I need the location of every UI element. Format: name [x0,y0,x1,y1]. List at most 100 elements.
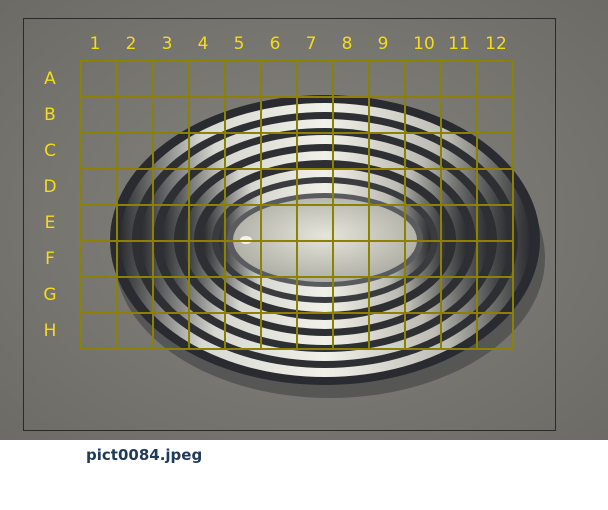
grid-cell[interactable] [152,240,188,276]
grid-cell[interactable] [80,204,116,240]
grid-cell[interactable] [260,96,296,132]
grid-cell[interactable] [404,204,440,240]
grid-cell[interactable] [260,132,296,168]
grid-cell[interactable] [440,240,476,276]
grid-cell[interactable] [188,276,224,312]
grid-cell[interactable] [152,312,188,348]
grid-cell[interactable] [368,168,404,204]
grid-cell[interactable] [404,276,440,312]
grid-cell[interactable] [224,96,260,132]
grid-cell[interactable] [152,276,188,312]
grid-cell[interactable] [440,312,476,348]
grid-cell[interactable] [476,168,512,204]
grid-cell[interactable] [476,60,512,96]
grid-cell[interactable] [296,60,332,96]
grid-cell[interactable] [224,60,260,96]
grid-cell[interactable] [188,240,224,276]
grid-cell[interactable] [116,276,152,312]
grid-cell[interactable] [116,132,152,168]
grid-cell[interactable] [116,60,152,96]
grid-cell[interactable] [224,312,260,348]
grid-cell[interactable] [260,168,296,204]
grid-cell[interactable] [116,312,152,348]
grid-cell[interactable] [152,168,188,204]
grid-cell[interactable] [260,240,296,276]
grid-cell[interactable] [332,168,368,204]
grid-cell[interactable] [188,132,224,168]
grid-cell[interactable] [332,60,368,96]
grid-cell[interactable] [296,168,332,204]
grid-cell[interactable] [260,312,296,348]
grid-cell[interactable] [476,132,512,168]
grid-cell[interactable] [224,276,260,312]
grid-cell[interactable] [296,312,332,348]
grid-cell[interactable] [476,96,512,132]
grid-cell[interactable] [80,276,116,312]
grid-cell[interactable] [188,96,224,132]
grid-cell[interactable] [188,60,224,96]
grid-cell[interactable] [80,168,116,204]
grid-cell[interactable] [368,240,404,276]
grid-cell[interactable] [152,96,188,132]
grid-cell[interactable] [332,312,368,348]
grid-cell[interactable] [260,204,296,240]
grid-cell[interactable] [368,132,404,168]
grid-cell[interactable] [476,240,512,276]
column-label: 8 [341,34,353,54]
grid-cell[interactable] [476,204,512,240]
grid-cell[interactable] [404,96,440,132]
grid-cell[interactable] [404,60,440,96]
grid-cell[interactable] [440,60,476,96]
column-label: 6 [269,34,281,54]
grid-cell[interactable] [152,132,188,168]
grid-cell[interactable] [368,312,404,348]
well-grid[interactable] [80,60,514,350]
grid-cell[interactable] [404,240,440,276]
grid-cell[interactable] [80,96,116,132]
grid-cell[interactable] [296,276,332,312]
grid-cell[interactable] [80,240,116,276]
grid-cell[interactable] [116,240,152,276]
grid-cell[interactable] [188,168,224,204]
grid-cell[interactable] [152,60,188,96]
grid-cell[interactable] [224,204,260,240]
image-filename[interactable]: pict0084.jpeg [86,446,203,464]
grid-cell[interactable] [332,276,368,312]
grid-cell[interactable] [404,312,440,348]
grid-cell[interactable] [80,132,116,168]
grid-cell[interactable] [296,240,332,276]
grid-cell[interactable] [440,168,476,204]
grid-cell[interactable] [368,276,404,312]
grid-cell[interactable] [188,204,224,240]
grid-cell[interactable] [296,204,332,240]
grid-cell[interactable] [152,204,188,240]
grid-cell[interactable] [404,132,440,168]
grid-cell[interactable] [296,96,332,132]
grid-cell[interactable] [368,96,404,132]
grid-cell[interactable] [260,60,296,96]
grid-cell[interactable] [224,132,260,168]
grid-cell[interactable] [332,240,368,276]
grid-cell[interactable] [476,312,512,348]
grid-cell[interactable] [116,204,152,240]
grid-cell[interactable] [332,96,368,132]
grid-cell[interactable] [368,204,404,240]
grid-cell[interactable] [296,132,332,168]
grid-cell[interactable] [332,132,368,168]
grid-cell[interactable] [188,312,224,348]
grid-cell[interactable] [404,168,440,204]
grid-cell[interactable] [260,276,296,312]
grid-cell[interactable] [80,60,116,96]
grid-cell[interactable] [440,276,476,312]
grid-cell[interactable] [440,204,476,240]
grid-cell[interactable] [440,132,476,168]
grid-cell[interactable] [368,60,404,96]
grid-cell[interactable] [332,204,368,240]
grid-cell[interactable] [224,240,260,276]
grid-cell[interactable] [476,276,512,312]
grid-cell[interactable] [116,96,152,132]
grid-cell[interactable] [224,168,260,204]
grid-cell[interactable] [116,168,152,204]
grid-cell[interactable] [80,312,116,348]
grid-cell[interactable] [440,96,476,132]
